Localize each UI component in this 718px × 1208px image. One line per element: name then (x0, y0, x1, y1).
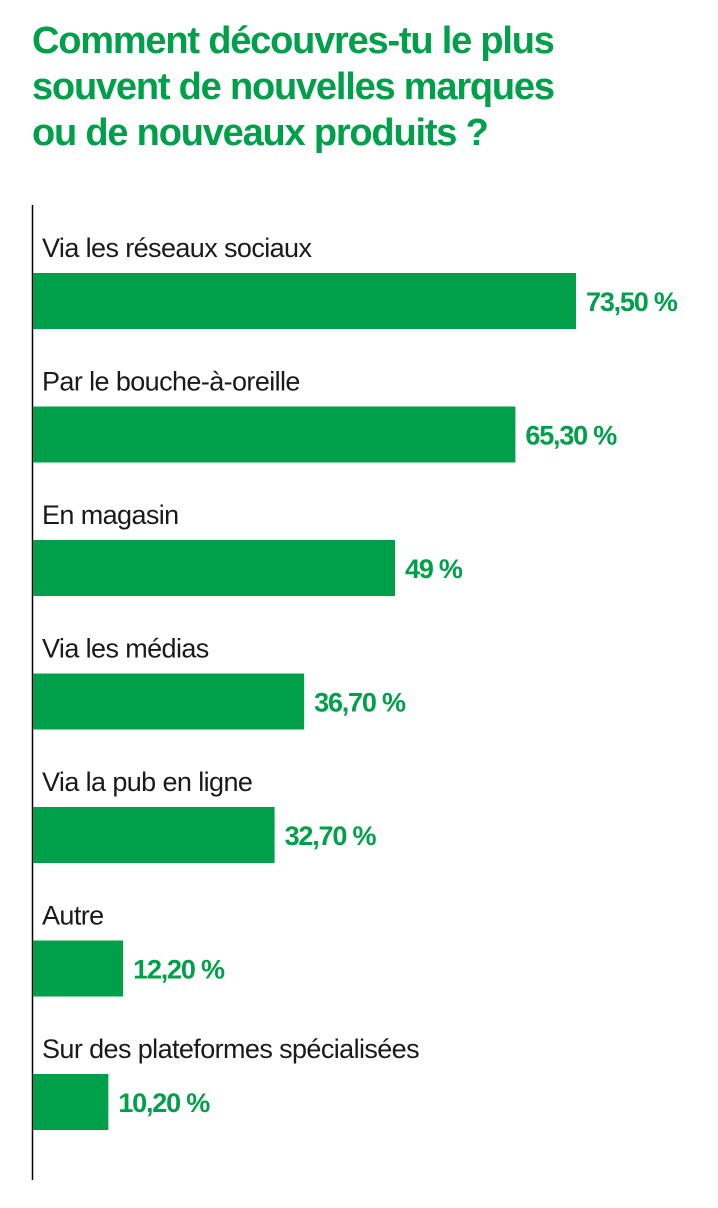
chart-title-line-1: Comment découvres-tu le plus (32, 20, 555, 62)
value-label: 65,30 % (525, 421, 617, 451)
bar (33, 940, 124, 997)
category-label: Via les médias (42, 634, 209, 664)
category-label: En magasin (42, 500, 179, 530)
bar (33, 273, 576, 329)
category-label: Via les réseaux sociaux (42, 233, 312, 263)
value-label: 12,20 % (133, 955, 225, 985)
bars-group: Via les réseaux sociaux 73,50 % Par le bou… (33, 233, 679, 1130)
value-label: 73,50 % (586, 287, 678, 317)
category-label: Via la pub en ligne (42, 767, 252, 797)
bar (33, 406, 516, 463)
chart-title-line-2: souvent de nouvelles marques (32, 66, 555, 108)
chart-title: Comment découvres-tu le plus souvent de … (32, 18, 692, 156)
chart-title-line-3: ou de nouveaux produits ? (32, 112, 489, 154)
bar (33, 673, 305, 730)
value-label: 10,20 % (118, 1088, 210, 1118)
value-label: 49 % (405, 554, 463, 584)
category-label: Autre (42, 901, 104, 931)
bar (33, 807, 275, 863)
category-label: Sur des plateformes spécialisées (42, 1034, 419, 1064)
bar (33, 540, 395, 596)
category-label: Par le bouche-à-oreille (42, 367, 300, 397)
value-label: 32,70 % (285, 821, 377, 851)
value-label: 36,70 % (314, 688, 406, 718)
bar (33, 1074, 109, 1130)
